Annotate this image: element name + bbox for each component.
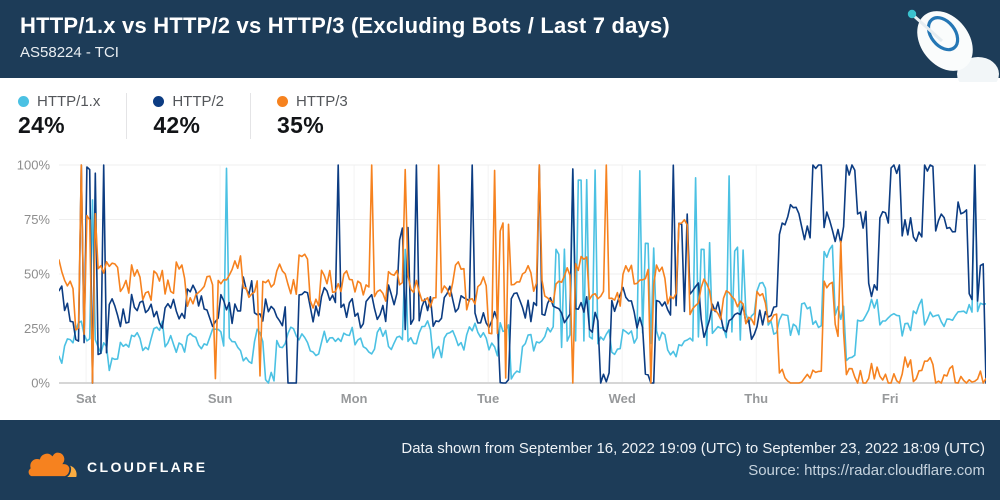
footer-meta: Data shown from September 16, 2022 19:09…: [401, 438, 985, 483]
series-average-value: 35%: [277, 112, 324, 138]
card-footer: CLOUDFLARE Data shown from September 16,…: [0, 420, 1000, 500]
x-tick-label: Thu: [744, 391, 768, 406]
protocol-share-chart[interactable]: Sat Sun Mon Tue Wed Thu Fri 100% 75% 50% 25% 0%: [0, 150, 1000, 420]
radar-dish-icon: [907, 9, 999, 82]
legend-item-http3[interactable]: HTTP/3 35%: [250, 93, 374, 139]
page-title: HTTP/1.x vs HTTP/2 vs HTTP/3 (Excluding …: [20, 13, 670, 38]
series-average-value: 42%: [153, 112, 201, 138]
y-tick-label: 50%: [24, 267, 50, 282]
series-label: HTTP/3: [296, 93, 348, 110]
series-color-dot: [18, 96, 29, 107]
x-tick-label: Sun: [208, 391, 233, 406]
legend: HTTP/1.x 24% HTTP/2 42% HTTP/3 35%: [0, 78, 1000, 150]
x-tick-label: Tue: [477, 391, 499, 406]
x-tick-label: Fri: [882, 391, 899, 406]
x-tick-label: Wed: [609, 391, 636, 406]
cloudflare-logo: CLOUDFLARE: [26, 442, 207, 479]
date-range: Data shown from September 16, 2022 19:09…: [401, 439, 985, 457]
x-tick-label: Sat: [76, 391, 97, 406]
y-tick-label: 100%: [17, 158, 51, 173]
series-average-value: 24%: [18, 112, 65, 138]
chart-section: HTTP/1.x 24% HTTP/2 42% HTTP/3 35% Sat Sun Mon T…: [0, 78, 1000, 420]
y-tick-label: 25%: [24, 321, 50, 336]
series-line-http3: [59, 164, 986, 384]
y-tick-label: 75%: [24, 212, 50, 227]
series-label: HTTP/1.x: [37, 93, 101, 110]
card-header: HTTP/1.x vs HTTP/2 vs HTTP/3 (Excluding …: [0, 0, 1000, 82]
chart-area: Sat Sun Mon Tue Wed Thu Fri 100% 75% 50% 25% 0%: [0, 150, 1000, 420]
legend-item-http1x[interactable]: HTTP/1.x 24%: [18, 93, 126, 139]
source-link[interactable]: Source: https://radar.cloudflare.com: [748, 462, 985, 479]
cloudflare-wordmark: CLOUDFLARE: [87, 458, 208, 475]
y-tick-label: 0%: [31, 376, 50, 391]
x-tick-label: Mon: [341, 391, 368, 406]
legend-item-http2[interactable]: HTTP/2 42%: [126, 93, 250, 139]
series-color-dot: [277, 96, 289, 107]
series-label: HTTP/2: [172, 93, 225, 110]
page-subtitle: AS58224 - TCI: [20, 44, 119, 62]
series-color-dot: [153, 96, 165, 107]
cloudflare-cloud-icon: [26, 450, 77, 478]
